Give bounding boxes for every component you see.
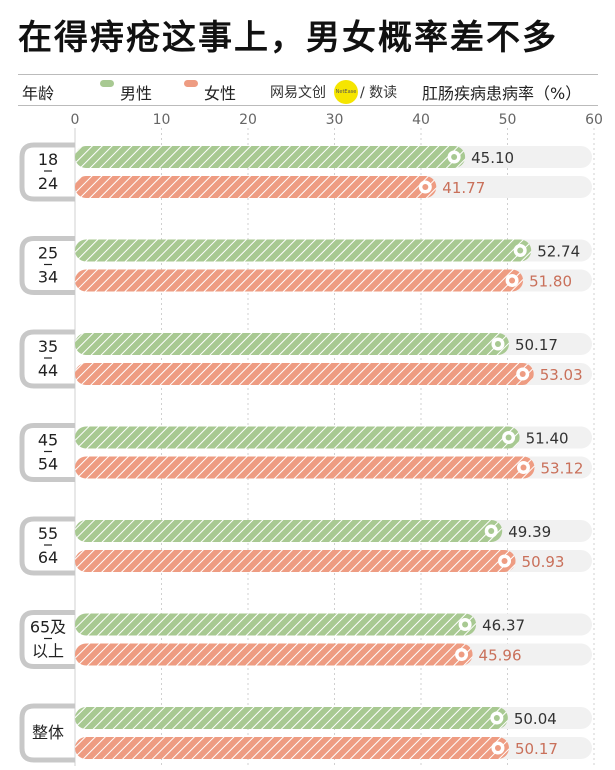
data-label: 50.93	[522, 553, 565, 571]
data-label: 50.17	[515, 336, 558, 354]
age-column-label: 年龄	[22, 84, 55, 103]
bar-end-dot-inner	[494, 341, 501, 347]
category-bracket	[19, 236, 75, 295]
male-legend-swatch	[100, 80, 114, 87]
data-label: 50.17	[515, 740, 558, 758]
category-label: 54	[38, 455, 58, 474]
bar-end-dot-inner	[422, 184, 429, 190]
category-bracket	[19, 329, 75, 389]
bar-end-dot-inner	[488, 528, 495, 534]
category-label: 65及	[30, 618, 66, 637]
category-bracket	[19, 516, 75, 576]
male-bar	[75, 426, 520, 449]
data-label: 53.03	[540, 366, 583, 384]
category-label: 以上	[32, 642, 64, 661]
category-bracket	[19, 610, 75, 669]
female-bar	[75, 550, 516, 572]
bar-end-dot-inner	[462, 621, 469, 628]
bar-end-dot-inner	[505, 434, 512, 441]
data-label: 50.04	[514, 710, 557, 728]
y-axis-label: 肛肠疾病患病率（%）	[422, 84, 582, 103]
x-tick-label: 0	[71, 112, 80, 128]
category-label: 44	[38, 361, 58, 380]
female-bar	[75, 456, 535, 479]
female-bar	[75, 363, 534, 385]
x-tick-label: 30	[326, 112, 344, 128]
data-label: 53.12	[540, 460, 583, 478]
data-label: 46.37	[482, 617, 525, 635]
male-bar	[75, 613, 477, 636]
source-label: 网易文创	[270, 85, 326, 101]
x-tick-label: 50	[499, 112, 517, 128]
bar-end-dot-inner	[519, 371, 526, 377]
chart-title: 在得痔疮这事上，男女概率差不多	[18, 18, 558, 58]
female-bar	[75, 643, 473, 666]
male-bar	[75, 333, 509, 355]
bar-end-dot-inner	[520, 464, 527, 471]
bar-end-dot-inner	[517, 247, 524, 254]
category-label: 18	[38, 150, 58, 169]
bar-end-dot-inner	[451, 154, 458, 160]
x-tick-label: 60	[585, 112, 603, 128]
data-label: 45.10	[471, 149, 514, 167]
data-label: 45.96	[479, 647, 522, 665]
male-bar	[75, 707, 508, 729]
category-label: 整体	[32, 723, 64, 742]
category-label: 45	[38, 431, 58, 450]
data-label: 41.77	[442, 179, 485, 197]
male-bar	[75, 520, 503, 542]
male-bar	[75, 146, 466, 168]
female-bar	[75, 176, 437, 198]
bar-end-dot-inner	[509, 277, 516, 284]
female-bar	[75, 269, 524, 292]
female-bar	[75, 737, 509, 759]
source-suffix: / 数读	[360, 85, 398, 101]
data-label: 51.40	[526, 430, 569, 448]
bar-end-dot-inner	[494, 745, 501, 751]
bar-end-dot-inner	[501, 558, 508, 564]
category-label: 34	[38, 268, 58, 287]
bar-end-dot-inner	[493, 715, 500, 721]
data-label: 51.80	[529, 273, 572, 291]
category-label: 64	[38, 548, 58, 567]
data-label: 49.39	[508, 523, 551, 541]
bar-end-dot-inner	[458, 651, 465, 658]
category-bracket	[19, 423, 75, 482]
female-legend-swatch	[184, 80, 198, 87]
category-label: 24	[38, 174, 58, 193]
x-tick-label: 40	[412, 112, 430, 128]
x-tick-label: 20	[239, 112, 257, 128]
female-legend-label: 女性	[204, 84, 237, 103]
data-label: 52.74	[537, 243, 580, 261]
x-tick-label: 10	[153, 112, 171, 128]
category-bracket	[19, 703, 75, 763]
male-legend-label: 男性	[120, 84, 153, 103]
chart-header: 年龄 男性 女性 网易文创 NetEase / 数读 肛肠疾病患病率（%）	[18, 74, 598, 106]
netease-logo: NetEase	[334, 80, 358, 104]
category-label: 35	[38, 337, 58, 356]
male-bar	[75, 239, 532, 262]
category-label: 55	[38, 524, 58, 543]
category-bracket	[19, 142, 75, 202]
category-label: 25	[38, 244, 58, 263]
